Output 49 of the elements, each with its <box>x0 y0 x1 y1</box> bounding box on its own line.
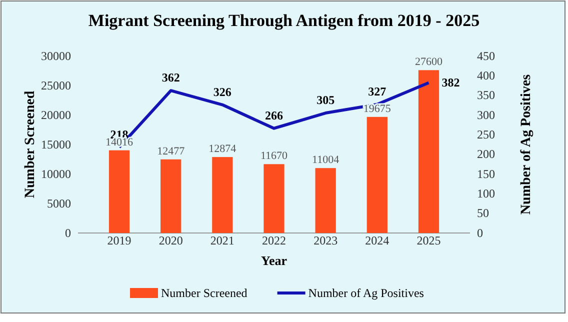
data-label: 266 <box>265 108 283 122</box>
y-tick-label: 30000 <box>41 48 71 63</box>
x-axis-title: Year <box>261 253 288 268</box>
y2-tick-label: 400 <box>477 68 495 83</box>
y2-tick-label: 0 <box>477 226 483 240</box>
data-label: 12874 <box>208 143 237 156</box>
legend-label: Number of Ag Positives <box>308 286 424 300</box>
y-tick-label: 15000 <box>41 137 71 152</box>
data-label: 382 <box>442 76 460 90</box>
data-label: 327 <box>368 84 386 98</box>
y2-tick-label: 450 <box>477 48 495 63</box>
legend-label: Number Screened <box>161 286 248 300</box>
x-tick-label: 2025 <box>416 234 441 248</box>
y-axis-title: Number Screened <box>23 90 38 198</box>
y2-tick-label: 50 <box>477 206 489 220</box>
data-label: 11004 <box>312 154 340 166</box>
data-label: 326 <box>213 84 232 99</box>
y2-tick-label: 100 <box>477 186 495 201</box>
bar <box>366 116 388 233</box>
data-label: 11670 <box>260 150 288 162</box>
y-tick-label: 25000 <box>41 78 71 92</box>
x-tick-label: 2021 <box>210 234 234 248</box>
y2-axis-title: Number of Ag Positives <box>519 74 534 215</box>
chart-title: Migrant Screening Through Antigen from 2019 - 2025 <box>88 11 480 30</box>
data-label: 362 <box>162 70 180 85</box>
y-tick-label: 0 <box>65 226 71 240</box>
x-tick-label: 2022 <box>262 234 286 248</box>
x-tick-label: 2024 <box>365 234 390 248</box>
data-label: 19675 <box>363 102 392 115</box>
x-tick-label: 2019 <box>107 234 132 248</box>
bar <box>212 157 233 233</box>
bar <box>108 150 130 233</box>
y2-tick-label: 300 <box>477 108 495 122</box>
data-label: 12477 <box>157 145 186 158</box>
bar <box>418 70 440 233</box>
y2-tick-label: 350 <box>477 88 495 102</box>
y-tick-label: 5000 <box>47 196 71 210</box>
x-tick-label: 2020 <box>158 234 183 248</box>
bar <box>160 159 182 233</box>
y-tick-label: 10000 <box>41 166 71 181</box>
y2-tick-label: 150 <box>477 166 495 181</box>
y2-tick-label: 250 <box>477 128 495 142</box>
y2-tick-label: 200 <box>477 147 495 162</box>
bar <box>264 164 284 233</box>
y-tick-label: 20000 <box>41 108 71 122</box>
data-label: 27600 <box>414 56 443 68</box>
data-label: 305 <box>316 93 335 108</box>
bar <box>315 168 336 233</box>
x-tick-label: 2023 <box>314 234 338 248</box>
